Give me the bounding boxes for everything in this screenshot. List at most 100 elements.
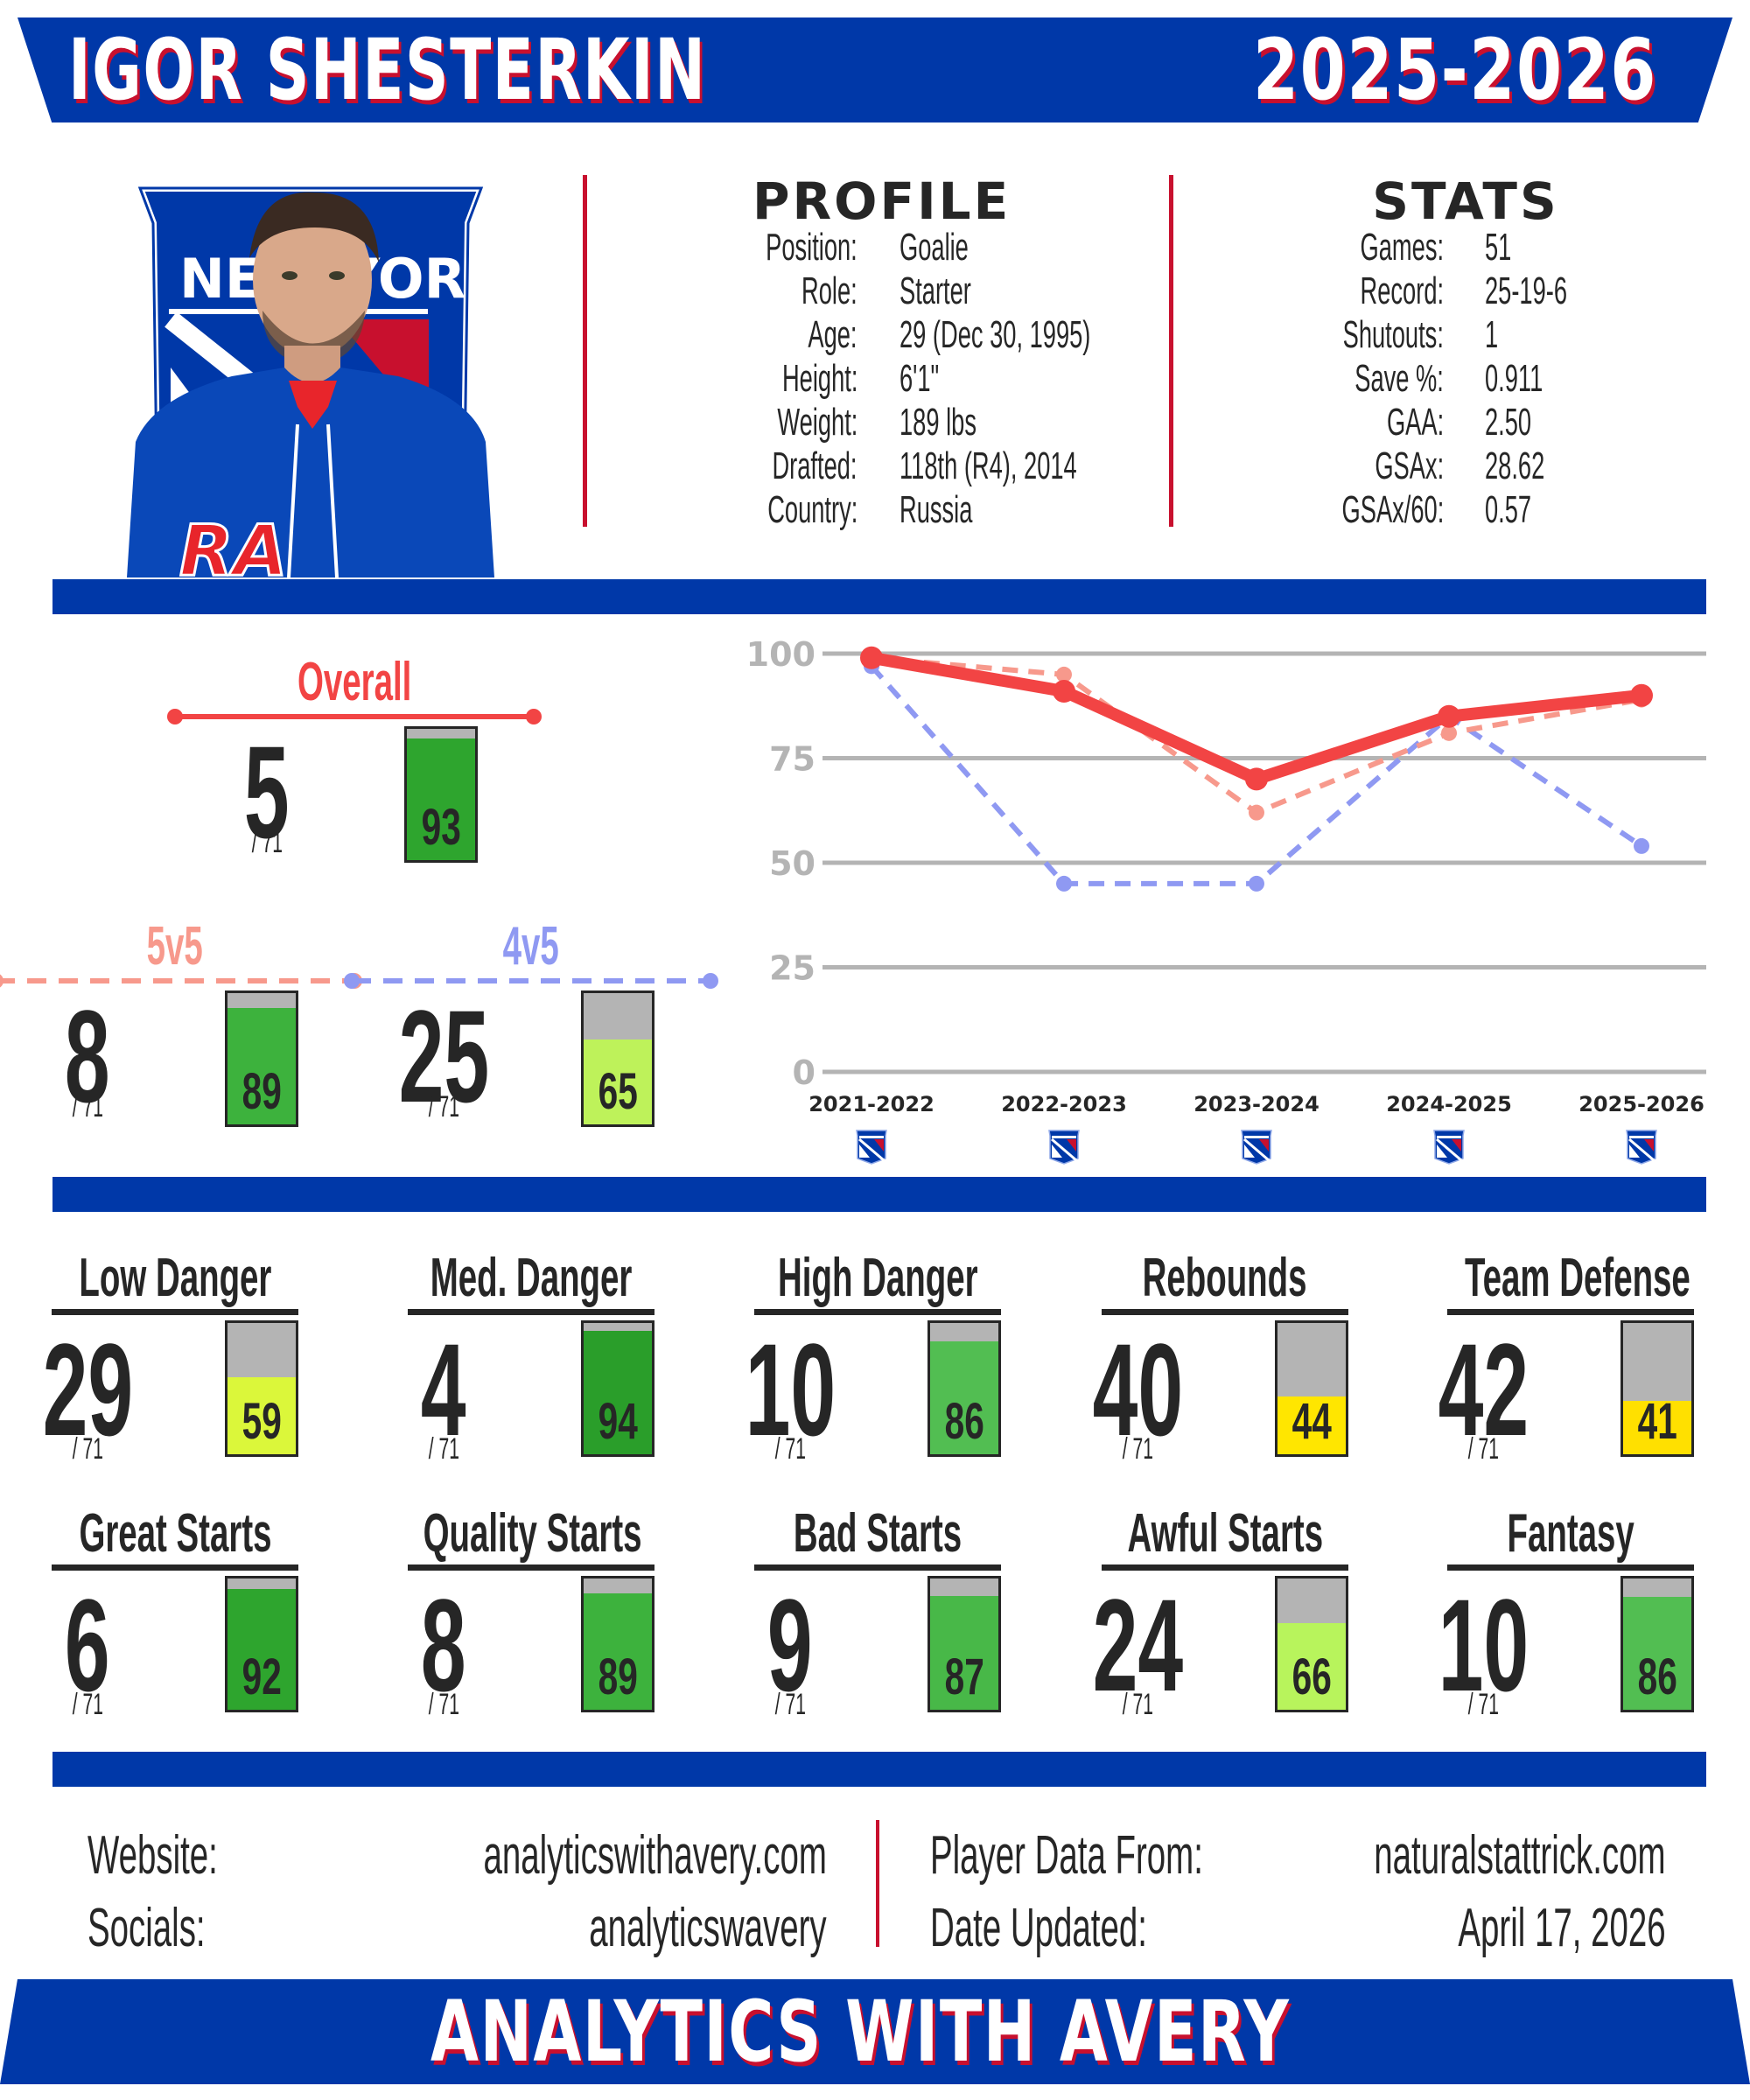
y-tick-label: 0 (793, 1054, 816, 1092)
x-tick-label: 2021-2022 (808, 1092, 934, 1116)
metric-rank: 9 (767, 1572, 813, 1718)
percentile-trend-chart: 0 25 50 75 100 2021-2022 2022-2023 2023-2024 202… (718, 630, 1724, 1172)
stats-title: STATS (1372, 172, 1559, 231)
stats-value: 0.911 (1485, 357, 1544, 400)
stats-value: 28.62 (1485, 444, 1545, 487)
percentile-value: 44 (1292, 1393, 1332, 1450)
rank-denominator: / 71 (774, 1432, 806, 1466)
rank-denominator: / 71 (72, 1090, 103, 1124)
y-tick-label: 50 (769, 844, 816, 883)
percentile-fill (1278, 1623, 1346, 1710)
percentile-value: 94 (598, 1393, 638, 1450)
metric-underline (408, 1309, 654, 1315)
legend-dot-icon (167, 709, 183, 724)
stats-label: Save %: (1354, 357, 1444, 400)
stats-label: GAA: (1386, 401, 1444, 444)
data-point (1438, 704, 1460, 728)
profile-value: 189 lbs (900, 401, 976, 444)
metric-title: Team Defense (1465, 1248, 1690, 1308)
section-divider-bar (52, 579, 1706, 614)
rank-denominator: / 71 (1122, 1688, 1153, 1721)
divider (583, 175, 587, 527)
percentile-value: 86 (944, 1393, 984, 1450)
data-point (1056, 666, 1072, 682)
x-tick-label: 2023-2024 (1194, 1092, 1320, 1116)
profile-value: 29 (Dec 30, 1995) (900, 313, 1091, 356)
rank-denominator: / 71 (1467, 1432, 1499, 1466)
rating-legend-line (175, 714, 534, 719)
metric-rank: 10 (1438, 1572, 1529, 1718)
metric-rank: 42 (1438, 1316, 1529, 1463)
percentile-fill (584, 1592, 652, 1710)
stats-value: 25-19-6 (1485, 270, 1568, 312)
section-divider-bar (52, 1177, 1706, 1212)
data-source-label: Player Data From: (930, 1825, 1203, 1886)
profile-title: PROFILE (752, 172, 1012, 231)
data-source-link[interactable]: naturalstattrick.com (1374, 1825, 1666, 1886)
legend-dot-icon (703, 973, 718, 989)
date-updated-label: Date Updated: (930, 1898, 1147, 1958)
footer-banner (0, 1979, 1750, 2084)
percentile-bar: 86 (928, 1320, 1001, 1457)
metric-rank: 10 (745, 1316, 836, 1463)
rangers-logo-icon (1048, 1130, 1080, 1165)
rank-denominator: / 71 (428, 1090, 459, 1124)
brand-name: ANALYTICS WITH AVERY (430, 1983, 1291, 2081)
rank-denominator: / 71 (428, 1688, 459, 1721)
svg-text:RA: RA (179, 510, 288, 578)
metric-underline (408, 1564, 654, 1571)
socials-handle[interactable]: analyticswavery (589, 1898, 827, 1958)
metric-title: High Danger (777, 1248, 978, 1308)
percentile-value: 89 (242, 1063, 282, 1120)
data-point (1441, 724, 1457, 741)
percentile-bar: 94 (581, 1320, 654, 1457)
percentile-bar: 93 (404, 726, 478, 863)
rank-denominator: / 71 (1467, 1688, 1499, 1721)
percentile-bar: 89 (581, 1576, 654, 1712)
stats-label: Shutouts: (1342, 313, 1444, 356)
metric-title: Low Danger (79, 1248, 271, 1308)
x-tick-label: 2024-2025 (1386, 1092, 1512, 1116)
percentile-fill (1278, 1396, 1346, 1454)
rangers-logo-icon (1241, 1130, 1272, 1165)
metric-underline (52, 1564, 298, 1571)
metric-title: Bad Starts (793, 1503, 962, 1564)
x-tick-label: 2022-2023 (1001, 1092, 1127, 1116)
stats-value: 51 (1485, 226, 1512, 269)
line-chart: 0 25 50 75 100 2021-2022 2022-2023 2023-2024 202… (746, 635, 1706, 1165)
rank-denominator: / 71 (72, 1688, 103, 1721)
metric-rank: 24 (1092, 1572, 1183, 1718)
profile-value: 118th (R4), 2014 (900, 444, 1077, 487)
metric-title: Awful Starts (1127, 1503, 1323, 1564)
rangers-logo-icon: NEW YORK RA (127, 185, 509, 593)
percentile-bar: 86 (1620, 1576, 1694, 1712)
profile-label: Height: (781, 357, 858, 400)
website-label: Website: (88, 1825, 218, 1886)
website-link[interactable]: analyticswithavery.com (483, 1825, 827, 1886)
profile-value: 6'1" (900, 357, 940, 400)
player-name: IGOR SHESTERKIN (68, 21, 707, 119)
rank-denominator: / 71 (251, 826, 283, 859)
rank-denominator: / 71 (1122, 1432, 1153, 1466)
percentile-fill (228, 1376, 296, 1454)
profile-value: Russia (900, 488, 973, 531)
rating-legend-line (0, 978, 354, 984)
percentile-fill (584, 1039, 652, 1124)
stats-label: Games: (1360, 226, 1444, 269)
percentile-fill (930, 1341, 998, 1454)
stats-value: 0.57 (1485, 488, 1532, 531)
percentile-value: 66 (1292, 1648, 1332, 1705)
metric-underline (52, 1309, 298, 1315)
data-point (1245, 767, 1268, 791)
rating-legend-line (352, 978, 710, 984)
metric-underline (754, 1564, 1001, 1571)
percentile-bar: 87 (928, 1576, 1001, 1712)
rank-denominator: / 71 (72, 1432, 103, 1466)
percentile-bar: 92 (225, 1576, 298, 1712)
rangers-logo-icon (1433, 1130, 1465, 1165)
data-point (1249, 804, 1264, 821)
percentile-bar: 41 (1620, 1320, 1694, 1457)
metric-rank: 29 (42, 1316, 133, 1463)
rating-rank: 8 (65, 983, 110, 1130)
season-label: 2025-2026 (1253, 21, 1657, 119)
